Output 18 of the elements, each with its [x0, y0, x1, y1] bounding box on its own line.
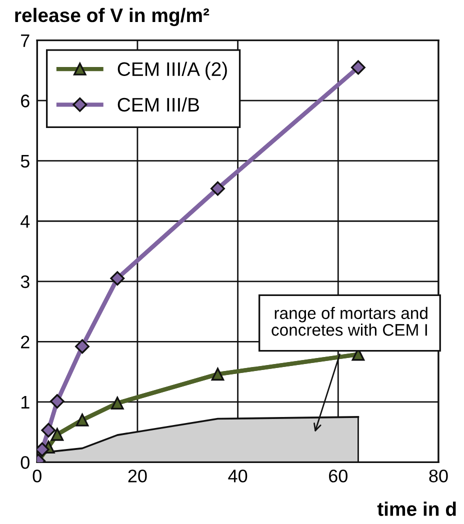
y-axis-title: release of V in mg/m² [15, 8, 210, 26]
x-tick-label: 80 [429, 470, 448, 482]
legend-label: CEM III/B [118, 97, 200, 112]
y-tick-label: 3 [20, 275, 30, 288]
y-tick-label: 2 [21, 336, 30, 348]
x-tick-label: 20 [128, 470, 147, 482]
x-axis-title: time in d [377, 502, 456, 516]
y-tick-label: 6 [21, 94, 30, 108]
y-tick-label: 0 [20, 456, 30, 469]
annotation: range of mortars and concretes with CEM I [272, 306, 428, 336]
x-tick-label: 40 [228, 470, 248, 482]
y-tick-label: 1 [22, 396, 30, 408]
y-tick-label: 7 [21, 34, 30, 47]
x-tick-label: 60 [329, 470, 348, 482]
y-tick-label: 5 [20, 154, 30, 168]
y-tick-label: 4 [20, 215, 30, 228]
legend-label: CEM III/A (2) [118, 62, 227, 80]
x-tick-label: 0 [32, 470, 42, 482]
